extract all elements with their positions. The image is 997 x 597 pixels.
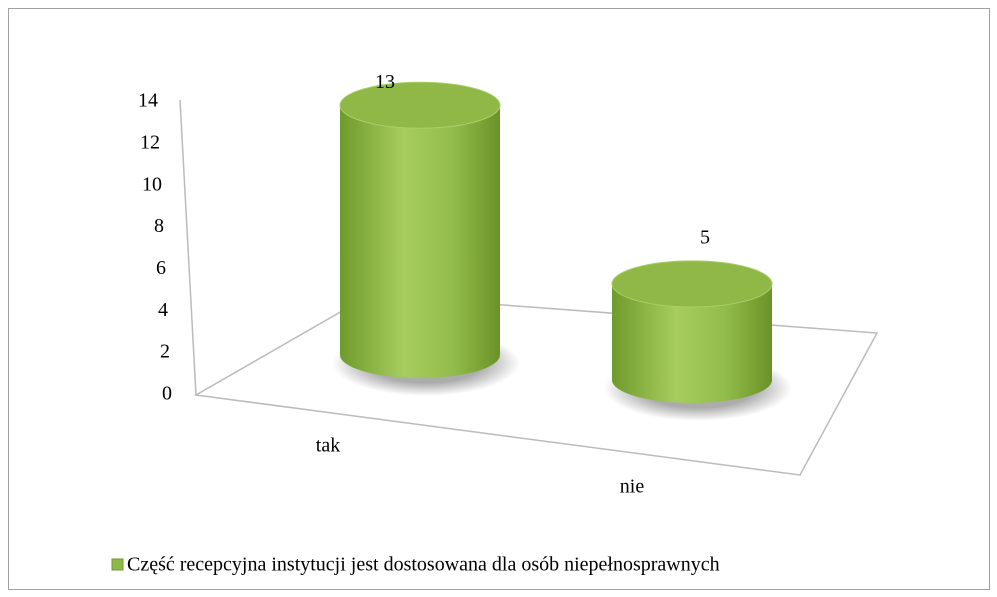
bar-top — [611, 260, 773, 308]
bar-body — [340, 105, 500, 378]
x-tick-label: tak — [316, 435, 340, 457]
y-tick-label: 4 — [158, 299, 168, 321]
legend-label: Część recepcyjna instytucji jest dostoso… — [127, 554, 720, 576]
x-tick-label: nie — [620, 476, 645, 498]
data-label: 5 — [700, 227, 710, 249]
bar — [339, 81, 501, 378]
bar-body — [612, 283, 772, 403]
y-tick-label: 12 — [140, 131, 160, 153]
bar — [611, 260, 773, 403]
y-tick-label: 10 — [142, 173, 162, 195]
y-tick-label: 14 — [138, 90, 158, 112]
legend-marker — [111, 558, 124, 571]
data-label: 13 — [375, 71, 395, 93]
y-tick-label: 0 — [162, 383, 172, 405]
bar-top — [339, 81, 501, 129]
floor — [193, 294, 879, 476]
y-tick-label: 6 — [156, 257, 166, 279]
y-axis — [179, 99, 197, 396]
y-tick-label: 2 — [160, 341, 170, 363]
y-tick-label: 8 — [154, 215, 164, 237]
